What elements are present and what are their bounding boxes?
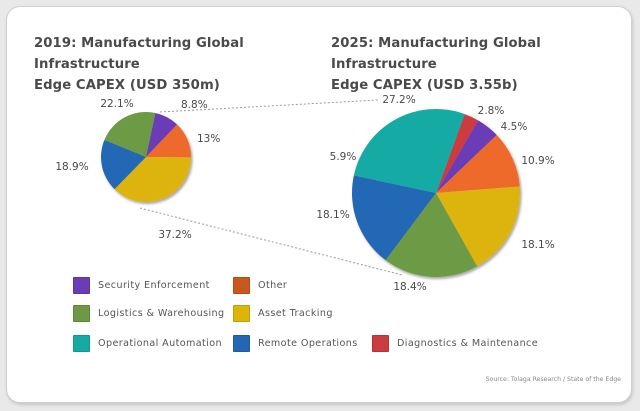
pie-label-2025-logistics-warehousing: 18.4% <box>393 281 426 293</box>
pie-label-2025-asset-tracking: 18.1% <box>521 239 554 251</box>
pie-slice-other <box>146 124 192 158</box>
pie-slice-logistics-warehousing <box>385 193 478 278</box>
chart-title-2019-line2: Edge CAPEX (USD 350m) <box>34 78 220 93</box>
legend-swatch <box>73 304 90 322</box>
legend-item-asset-tracking: Asset Tracking <box>233 304 333 322</box>
legend-swatch <box>233 334 250 352</box>
pie-slice-asset-tracking <box>114 157 191 203</box>
pie-label-2025-extra: 5.9% <box>330 151 357 163</box>
legend-item-security-enforcement: Security Enforcement <box>73 276 210 294</box>
pie-slice-remote-operations <box>100 139 146 190</box>
legend-label: Security Enforcement <box>98 279 210 291</box>
pie-label-2019-security-enforcement: 8.8% <box>181 99 208 111</box>
legend-swatch <box>73 334 90 352</box>
pie-slice-security-enforcement <box>436 120 497 193</box>
chart-title-2019-line1: 2019: Manufacturing Global Infrastructur… <box>34 36 244 72</box>
pie-slice-asset-tracking <box>436 186 520 267</box>
chart-title-2025-line2: Edge CAPEX (USD 3.55b) <box>331 78 518 93</box>
pie-label-2019-other: 13% <box>197 133 220 145</box>
pie-label-2025-other: 10.9% <box>521 155 554 167</box>
chart-title-2025-line1: 2025: Manufacturing Global Infrastructur… <box>331 36 541 72</box>
legend-item-diagnostics-maintenance: Diagnostics & Maintenance <box>372 334 538 352</box>
pie-slice-logistics-warehousing <box>104 111 156 157</box>
pie-slice-remote-operations <box>352 175 436 261</box>
connector-bottom <box>139 207 403 276</box>
chart-title-2025: 2025: Manufacturing Global Infrastructur… <box>331 33 621 96</box>
pie-label-2019-asset-tracking: 37.2% <box>158 229 191 241</box>
legend-item-remote-operations: Remote Operations <box>233 334 358 352</box>
chart-title-2019: 2019: Manufacturing Global Infrastructur… <box>34 33 324 96</box>
connector-top <box>159 99 379 113</box>
legend-label: Remote Operations <box>258 337 358 349</box>
pie-slice-operational-automation <box>353 109 465 193</box>
legend-item-logistics-warehousing: Logistics & Warehousing <box>73 304 225 322</box>
legend-label: Diagnostics & Maintenance <box>397 337 539 349</box>
pie-label-2025-diagnostics-maintenance: 2.8% <box>478 105 505 117</box>
chart-card <box>6 6 632 403</box>
legend-swatch <box>372 334 389 352</box>
pie-slice-other <box>436 134 520 193</box>
pie-label-2025-operational-automation: 27.2% <box>382 94 415 106</box>
legend-swatch <box>233 304 250 322</box>
legend-swatch <box>73 276 90 294</box>
legend-item-other: Other <box>233 276 287 294</box>
legend-label: Other <box>258 279 288 291</box>
pie-2025 <box>352 109 520 278</box>
pie-label-2025-remote-operations: 18.1% <box>316 209 349 221</box>
pie-label-2025-security-enforcement: 4.5% <box>501 121 528 133</box>
legend-label: Operational Automation <box>98 337 223 349</box>
pie-label-2019-remote-operations: 18.9% <box>55 161 88 173</box>
pie-2019 <box>100 111 192 203</box>
pie-labels: 8.8% 13% 37.2% 18.9% 22.1% 2.8% 4.5% 10.9% 18.1%… <box>55 94 554 293</box>
source-note: Source: Tolaga Research / State of the E… <box>485 376 621 383</box>
pie-slice-diagnostics-maintenance <box>436 114 479 193</box>
legend-swatch <box>233 276 250 294</box>
pie-slice-security-enforcement <box>146 112 178 157</box>
legend-label: Asset Tracking <box>258 307 333 319</box>
legend-item-operational-automation: Operational Automation <box>73 334 222 352</box>
pie-label-2019-logistics-warehousing: 22.1% <box>100 98 133 110</box>
legend-label: Logistics & Warehousing <box>98 307 225 319</box>
